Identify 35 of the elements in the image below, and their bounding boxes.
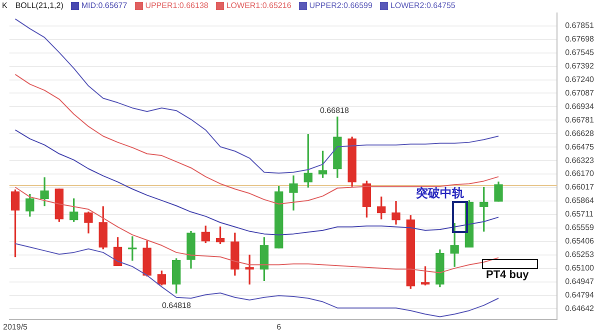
y-tick-label: 0.64947 (565, 276, 595, 286)
legend-label: LOWER2:0.64755 (390, 0, 456, 11)
y-tick-label: 0.65559 (565, 223, 595, 232)
y-tick-label: 0.67087 (565, 88, 595, 98)
legend-label: UPPER1:0.66138 (145, 0, 208, 11)
y-tick-label: 0.66017 (565, 182, 595, 192)
y-tick-label: 0.67545 (565, 48, 595, 58)
y-tick-label: 0.65864 (565, 196, 595, 206)
x-tick-label: 2019/5 (3, 322, 28, 332)
legend-label: LOWER1:0.65216 (226, 0, 292, 11)
y-tick-label: 0.65253 (565, 250, 595, 260)
y-tick-label: 0.66475 (565, 142, 595, 152)
y-tick-label: 0.65100 (565, 264, 595, 273)
text: K (2, 0, 8, 11)
y-tick-label: 0.66170 (565, 169, 595, 178)
y-tick-label: 0.64642 (565, 304, 595, 313)
text: BOLL(21,1,2) (15, 0, 64, 11)
y-tick-label: 0.67392 (565, 62, 595, 71)
annotation: PT4 buy (486, 269, 529, 281)
y-tick-label: 0.67851 (565, 21, 595, 30)
y-tick-label: 0.67698 (565, 34, 595, 44)
x-tick-label: 6 (276, 322, 282, 332)
annotation: 突破中轨 (416, 185, 464, 202)
y-tick-label: 0.66934 (565, 102, 595, 111)
y-tick-label: 0.67240 (565, 74, 595, 84)
legend-label: MID:0.65677 (81, 0, 128, 11)
y-tick-label: 0.65711 (565, 210, 594, 219)
annotation: 0.64818 (162, 301, 191, 310)
y-tick-label: 0.66323 (565, 156, 595, 165)
y-tick-label: 0.66628 (565, 128, 595, 138)
y-tick-label: 0.66781 (565, 115, 595, 124)
y-tick-label: 0.64794 (565, 290, 595, 300)
annotation: 0.66818 (320, 106, 349, 115)
legend-label: UPPER2:0.66599 (309, 0, 372, 11)
y-tick-label: 0.65406 (565, 236, 595, 246)
